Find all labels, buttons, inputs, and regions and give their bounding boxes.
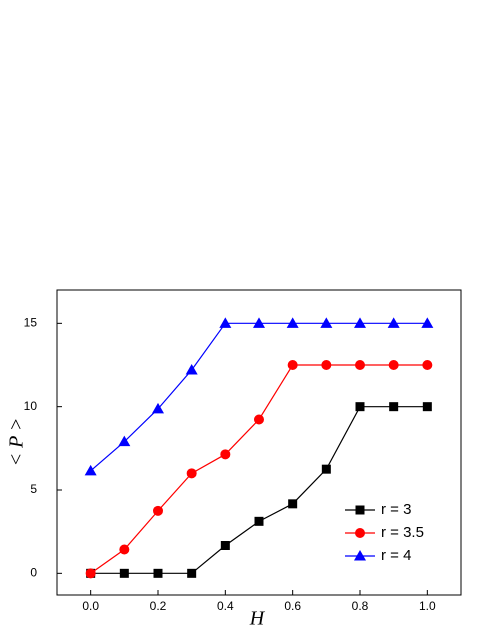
data-point — [389, 402, 399, 412]
data-point — [287, 360, 298, 370]
x-tick-label: 0.8 — [352, 599, 369, 613]
y-tick-label: 10 — [24, 399, 38, 413]
x-tick-label: 0.0 — [82, 599, 99, 613]
series-line — [90, 406, 428, 574]
data-point — [253, 317, 265, 328]
data-point — [254, 516, 264, 526]
data-point — [152, 402, 164, 414]
data-point — [422, 360, 433, 370]
data-point — [119, 568, 129, 578]
data-point — [355, 360, 365, 370]
data-point — [84, 464, 97, 476]
data-point — [220, 541, 230, 550]
series-line — [90, 322, 428, 472]
y-tick-label: 5 — [30, 482, 37, 496]
data-point — [321, 360, 332, 370]
data-point — [286, 317, 299, 328]
data-point — [355, 402, 365, 412]
data-point — [422, 402, 432, 412]
data-point — [421, 317, 434, 328]
x-tick-label: 0.2 — [150, 599, 167, 613]
data-point — [288, 499, 298, 509]
data-point — [153, 505, 163, 516]
legend-marker — [355, 528, 365, 538]
data-point — [219, 317, 232, 328]
series-line — [90, 364, 428, 574]
legend-label: r = 3 — [381, 501, 411, 518]
data-point — [388, 360, 399, 370]
plot-frame — [56, 289, 462, 596]
legend-marker — [355, 505, 365, 515]
y-tick-label: 0 — [30, 566, 37, 580]
data-point — [118, 435, 131, 447]
x-tick-label: 0.4 — [217, 599, 234, 613]
data-point — [153, 568, 163, 578]
data-point — [185, 364, 198, 375]
legend-marker — [354, 550, 366, 561]
data-point — [254, 414, 264, 425]
data-point — [119, 544, 130, 555]
x-tick-label: 1.0 — [419, 599, 436, 613]
data-point — [187, 568, 197, 578]
x-tick-label: 0.6 — [284, 599, 301, 613]
y-tick-label: 15 — [24, 316, 38, 330]
x-axis-label: H — [249, 608, 266, 630]
y-axis-label: < P > — [6, 418, 28, 467]
data-point — [387, 317, 400, 328]
data-point — [220, 449, 231, 460]
data-point — [186, 468, 197, 479]
data-point — [321, 464, 331, 474]
data-point — [320, 317, 333, 328]
legend-label: r = 3.5 — [381, 524, 424, 541]
data-point — [85, 568, 96, 579]
legend-label: r = 4 — [381, 547, 411, 564]
data-point — [354, 317, 366, 328]
